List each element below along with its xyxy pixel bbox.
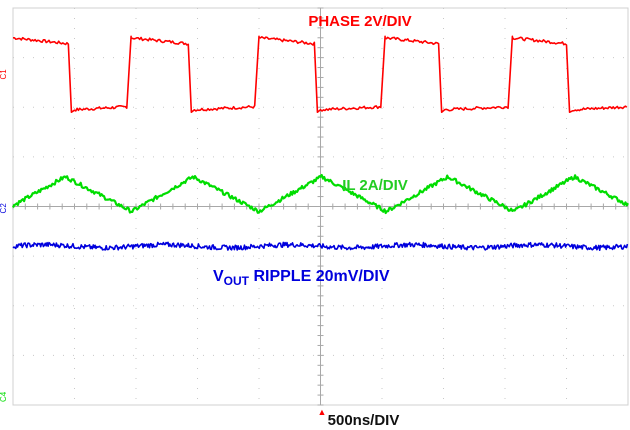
trigger-marker: ▲ [318, 407, 327, 417]
inductor-current-trace [12, 173, 629, 215]
phase-label: PHASE 2V/DIV [308, 13, 411, 30]
channel-markers: C1 C2 C4 ▲ [0, 69, 326, 417]
phase-trace [12, 35, 628, 114]
vout-ripple-trace [12, 241, 629, 251]
timebase-label: 500ns/DIV [328, 412, 400, 429]
channel-marker: C1 [0, 69, 8, 80]
vout-ripple-label: VOUT RIPPLE 20mV/DIV [213, 268, 390, 288]
waveform-traces [12, 35, 629, 251]
channel-marker: C4 [0, 391, 8, 402]
inductor-current-label: IL 2A/DIV [342, 177, 408, 194]
channel-marker: C2 [0, 203, 8, 214]
trace-labels: 500ns/DIV PHASE 2V/DIV IL 2A/DIV VOUT RIPPL… [213, 13, 412, 429]
